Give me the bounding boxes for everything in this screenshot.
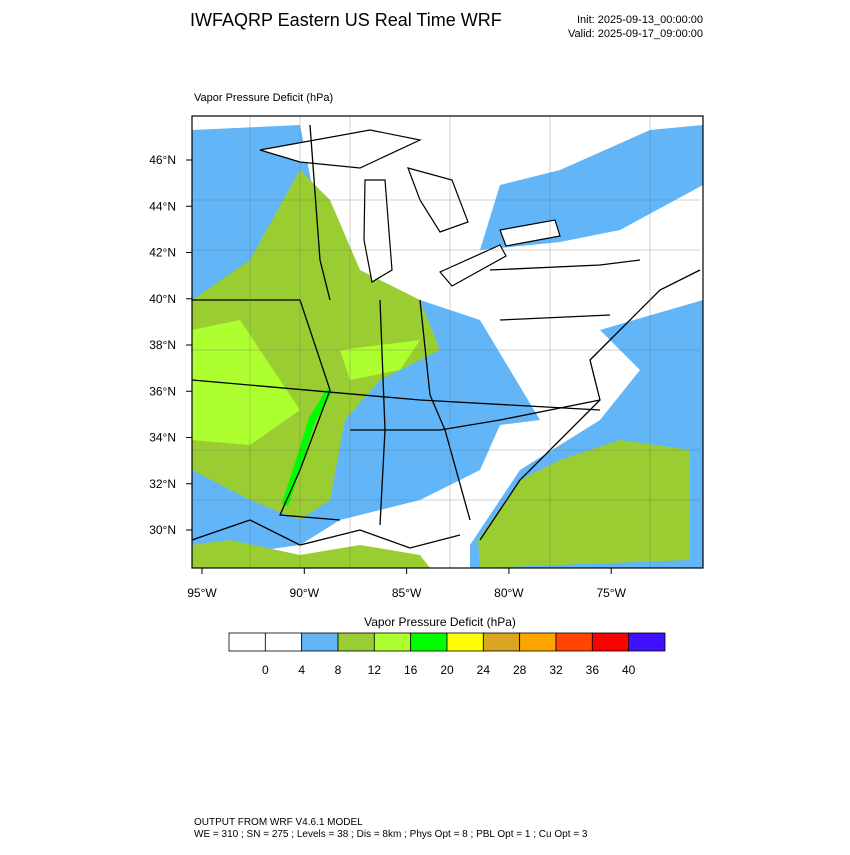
lat-label: 36°N [149, 384, 176, 398]
lon-label: 85°W [392, 586, 422, 600]
footer-line: WE = 310 ; SN = 275 ; Levels = 38 ; Dis … [194, 829, 588, 840]
colorbar-label: 20 [440, 663, 454, 677]
colorbar-box [301, 632, 339, 652]
lat-label: 40°N [149, 292, 176, 306]
map-subtitle: Vapor Pressure Deficit (hPa) [194, 92, 333, 104]
colorbar-box [446, 632, 484, 652]
map [191, 115, 704, 569]
footer-line: OUTPUT FROM WRF V4.6.1 MODEL [194, 817, 363, 828]
colorbar-label: 16 [404, 663, 418, 677]
lat-label: 44°N [149, 199, 176, 213]
lon-label: 90°W [290, 586, 320, 600]
lat-label: 30°N [149, 523, 176, 537]
colorbar-label: 4 [298, 663, 305, 677]
colorbar-box [482, 632, 521, 652]
colorbar-box [628, 632, 666, 652]
colorbar-label: 36 [586, 663, 600, 677]
colorbar-label: 0 [262, 663, 269, 677]
colorbar-box [555, 632, 593, 652]
colorbar-label: 12 [368, 663, 382, 677]
lon-label: 95°W [187, 586, 217, 600]
colorbar-label: 24 [477, 663, 491, 677]
lon-label: 80°W [494, 586, 524, 600]
lat-label: 34°N [149, 431, 176, 445]
colorbar-box [337, 632, 375, 652]
lat-label: 38°N [149, 338, 176, 352]
title: IWFAQRP Eastern US Real Time WRF [190, 10, 502, 30]
colorbar-label: 32 [549, 663, 563, 677]
colorbar-box [228, 632, 266, 652]
colorbar-box [264, 632, 303, 652]
init-time: Init: 2025-09-13_00:00:00 [577, 14, 703, 26]
lat-label: 32°N [149, 477, 176, 491]
valid-time: Valid: 2025-09-17_09:00:00 [568, 28, 703, 40]
lat-labels: 46°N 44°N 42°N 40°N 38°N 36°N 34°N 32°N 30°N [149, 153, 192, 537]
colorbar-label: 8 [335, 663, 342, 677]
colorbar-label: 40 [622, 663, 636, 677]
colorbar-box [373, 632, 412, 652]
lon-label: 75°W [596, 586, 626, 600]
colorbar-label: 28 [513, 663, 527, 677]
lon-labels: 95°W 90°W 85°W 80°W 75°W [187, 568, 627, 600]
lat-label: 46°N [149, 153, 176, 167]
colorbar-title: Vapor Pressure Deficit (hPa) [364, 615, 516, 629]
colorbar-box [519, 632, 557, 652]
colorbar-box [591, 632, 630, 652]
colorbar: 0 4 8 12 16 20 24 28 32 36 40 [228, 632, 666, 677]
lat-label: 42°N [149, 246, 176, 260]
colorbar-box [410, 632, 448, 652]
